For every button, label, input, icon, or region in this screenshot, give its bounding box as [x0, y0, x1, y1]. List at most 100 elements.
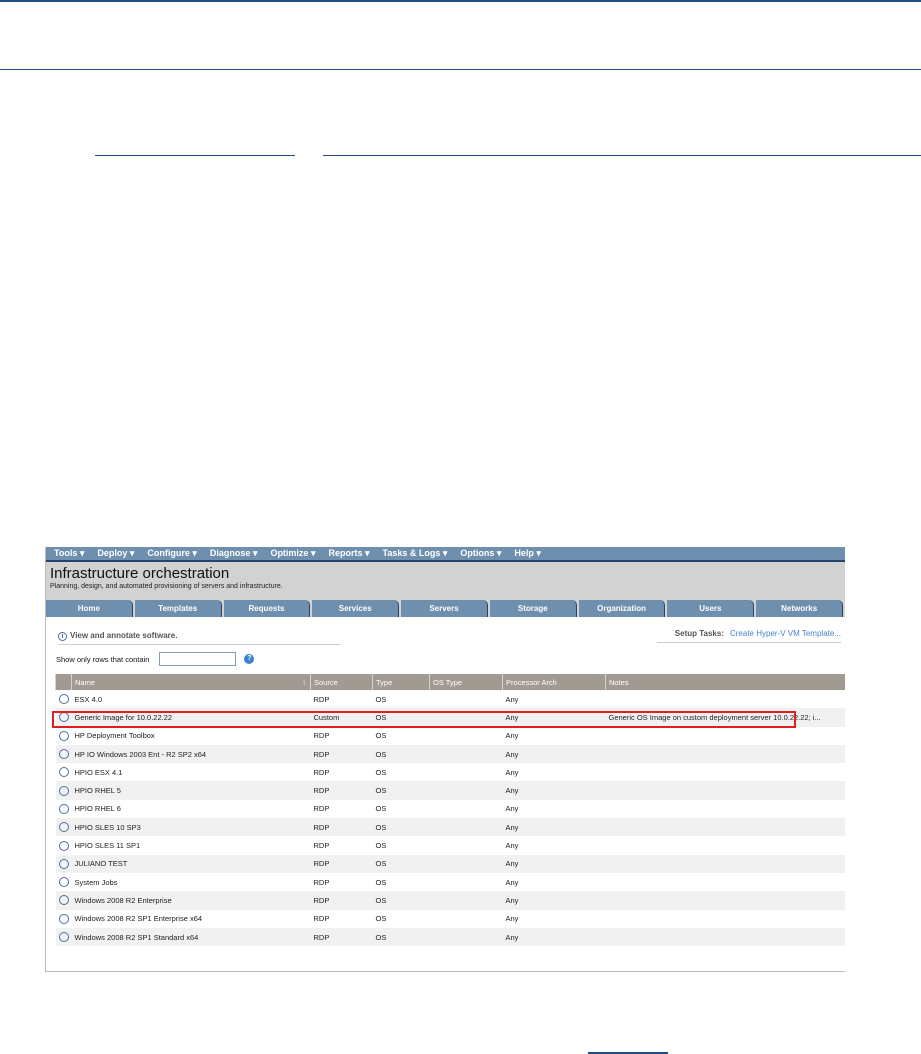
cell-name: HPIO RHEL 6: [74, 804, 121, 814]
row-radio[interactable]: [58, 730, 69, 741]
table-row[interactable]: HPIO RHEL 5 RDP OS Any: [55, 781, 845, 800]
field-rule-left: [95, 155, 295, 156]
create-hyperv-template-link[interactable]: Create Hyper-V VM Template...: [729, 629, 841, 638]
cell-os-type: [430, 836, 503, 854]
column-label: Notes: [609, 677, 629, 687]
cell-type: OS: [372, 854, 430, 873]
menu-reports[interactable]: Reports ▾: [328, 548, 370, 558]
table-row[interactable]: HP Deployment Toolbox RDP OS Any: [56, 727, 846, 745]
cell-name: System Jobs: [74, 877, 118, 887]
cell-os-type: [430, 727, 503, 745]
table-row[interactable]: HPIO RHEL 6 RDP OS Any: [56, 800, 846, 818]
select-cell: [55, 927, 72, 947]
cell-source: RDP: [313, 804, 330, 814]
cell-notes: [606, 910, 846, 928]
row-radio[interactable]: [58, 803, 69, 814]
tab-services[interactable]: Services: [312, 600, 400, 617]
filter-input[interactable]: [159, 652, 237, 666]
cell-type: OS: [372, 818, 430, 837]
table-row[interactable]: HP IO Windows 2003 Ent - R2 SP2 x64 RDP OS…: [55, 744, 845, 764]
cell-processor-arch: Any: [502, 818, 606, 837]
cell-processor-arch: Any: [505, 877, 519, 887]
tab-bar: Home Templates Requests Services Servers Stor…: [46, 600, 845, 617]
info-label: View and annotate software.: [70, 631, 178, 640]
sort-ascending-icon[interactable]: ↑: [302, 677, 306, 687]
tab-home[interactable]: Home: [46, 600, 133, 617]
app-subtitle: Planning, design, and automated provisio…: [50, 583, 283, 590]
table-row[interactable]: HPIO SLES 10 SP3 RDP OS Any: [55, 818, 845, 837]
table-row[interactable]: System Jobs RDP OS Any: [56, 873, 846, 891]
cell-notes: [605, 854, 845, 873]
menu-options[interactable]: Options ▾: [460, 548, 502, 558]
row-radio[interactable]: [58, 767, 69, 778]
cell-processor-arch: Any: [502, 927, 606, 947]
column-header-processor-arch[interactable]: Processor Arch: [502, 674, 606, 690]
column-header-name[interactable]: Name ↑: [71, 674, 311, 690]
menu-tools[interactable]: Tools ▾: [54, 548, 85, 558]
tab-requests[interactable]: Requests: [223, 600, 311, 617]
row-radio[interactable]: [58, 877, 69, 888]
info-icon: i: [58, 632, 67, 641]
menu-deploy[interactable]: Deploy ▾: [97, 548, 135, 558]
menu-help[interactable]: Help ▾: [514, 548, 541, 558]
tab-networks[interactable]: Networks: [756, 600, 844, 617]
select-cell: [55, 781, 72, 800]
row-radio[interactable]: [58, 858, 69, 869]
app-screenshot: Tools ▾ Deploy ▾ Configure ▾ Diagnose ▾ Opti…: [45, 547, 845, 972]
cell-type: OS: [375, 914, 387, 924]
menu-optimize[interactable]: Optimize ▾: [270, 548, 316, 558]
column-header-notes[interactable]: Notes: [605, 674, 845, 690]
row-radio[interactable]: [58, 749, 69, 760]
table-row[interactable]: Windows 2008 R2 SP1 Standard x64 RDP OS Any: [55, 927, 845, 947]
tab-users[interactable]: Users: [667, 600, 755, 617]
select-cell: [55, 818, 72, 837]
menu-bar: Tools ▾ Deploy ▾ Configure ▾ Diagnose ▾ Opti…: [46, 547, 845, 562]
menu-configure[interactable]: Configure ▾: [147, 548, 197, 558]
menu-tasks-logs[interactable]: Tasks & Logs ▾: [382, 548, 448, 558]
table-row[interactable]: Windows 2008 R2 Enterprise RDP OS Any: [55, 891, 845, 910]
tab-organization[interactable]: Organization: [578, 600, 666, 617]
cell-os-type: [429, 891, 503, 910]
column-header-type[interactable]: Type: [372, 674, 430, 690]
table-row[interactable]: HPIO ESX 4.1 RDP OS Any: [56, 763, 846, 781]
help-icon[interactable]: ?: [244, 654, 255, 664]
cell-name: JULIANO TEST: [71, 854, 311, 873]
cell-source: RDP: [310, 744, 373, 764]
select-cell: [56, 763, 72, 781]
select-cell: [56, 727, 72, 745]
menu-diagnose[interactable]: Diagnose ▾: [209, 548, 258, 558]
table-row[interactable]: JULIANO TEST RDP OS Any: [55, 854, 845, 873]
row-radio[interactable]: [58, 932, 69, 943]
cell-processor-arch: Any: [502, 854, 606, 873]
row-radio[interactable]: [58, 913, 69, 924]
column-header-os-type[interactable]: OS Type: [429, 674, 503, 690]
cell-type: OS: [375, 767, 387, 777]
tab-templates[interactable]: Templates: [134, 600, 222, 617]
table-row[interactable]: ESX 4.0 RDP OS Any: [56, 690, 846, 708]
column-header-source[interactable]: Source: [310, 674, 373, 690]
cell-processor-arch: Any: [502, 891, 606, 910]
row-radio[interactable]: [58, 895, 69, 906]
cell-processor-arch: Any: [505, 914, 519, 924]
cell-type: OS: [375, 731, 387, 741]
cell-os-type: [429, 744, 503, 764]
row-radio[interactable]: [58, 694, 69, 705]
table-row[interactable]: Windows 2008 R2 SP1 Enterprise x64 RDP OS A…: [56, 910, 846, 928]
row-radio[interactable]: [58, 822, 69, 833]
tab-storage[interactable]: Storage: [489, 600, 577, 617]
table-row[interactable]: HPIO SLES 11 SP1 RDP OS Any: [56, 836, 846, 854]
row-radio[interactable]: [58, 785, 69, 796]
select-column: [55, 674, 72, 690]
cell-name: HPIO SLES 10 SP3: [71, 818, 311, 837]
tab-servers[interactable]: Servers: [401, 600, 488, 617]
row-radio[interactable]: [58, 840, 69, 851]
cell-type: OS: [372, 927, 430, 947]
select-cell: [56, 836, 72, 854]
select-cell: [56, 873, 72, 891]
cell-source: RDP: [310, 854, 373, 873]
cell-notes: [606, 836, 846, 854]
cell-type: OS: [375, 694, 387, 704]
select-cell: [56, 910, 72, 928]
setup-label: Setup Tasks:: [674, 629, 724, 638]
highlight-box: [52, 711, 796, 728]
